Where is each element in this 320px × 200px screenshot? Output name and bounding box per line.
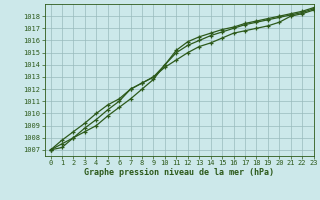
X-axis label: Graphe pression niveau de la mer (hPa): Graphe pression niveau de la mer (hPa) xyxy=(84,168,274,177)
